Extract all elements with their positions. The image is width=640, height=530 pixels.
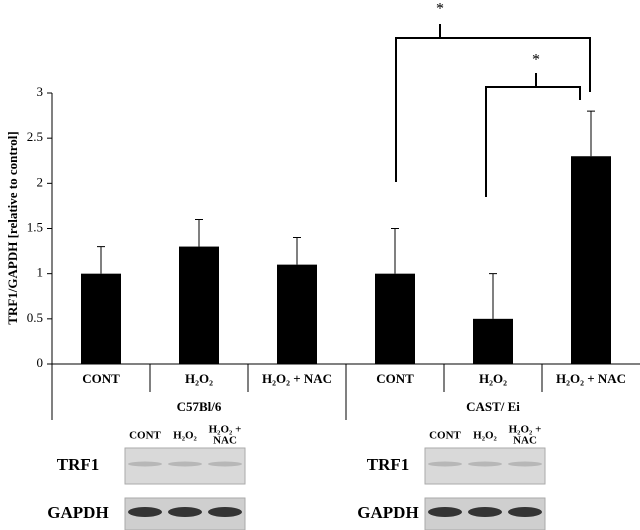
row-label: TRF1 xyxy=(367,455,410,474)
band xyxy=(468,507,502,517)
row-label: GAPDH xyxy=(47,503,108,522)
x-tick-label: H₂O₂ xyxy=(479,371,507,386)
error-bar xyxy=(195,218,203,247)
band xyxy=(128,461,162,467)
lane-label: CONT xyxy=(129,430,161,442)
band xyxy=(168,507,202,517)
x-tick-label: CONT xyxy=(82,371,120,386)
y-tick-label: 2.5 xyxy=(27,129,43,144)
band xyxy=(208,507,242,517)
bar xyxy=(571,156,611,364)
lane-label: H₂O₂ xyxy=(473,430,497,442)
bar xyxy=(473,318,513,364)
y-tick-label: 1 xyxy=(37,265,44,280)
error-bar xyxy=(293,237,301,265)
band xyxy=(508,507,542,517)
x-tick-label: H₂O₂ xyxy=(185,371,213,386)
band xyxy=(428,461,462,467)
bar xyxy=(375,273,415,364)
significance-star: * xyxy=(436,1,444,18)
row-label: TRF1 xyxy=(57,455,100,474)
bar xyxy=(179,246,219,364)
significance-star: * xyxy=(532,52,540,69)
band xyxy=(168,461,202,467)
error-bar xyxy=(391,228,399,274)
x-tick-label: H₂O₂ + NAC xyxy=(262,371,332,386)
significance-brackets xyxy=(395,24,591,197)
bar xyxy=(81,273,121,364)
y-tick-label: 0.5 xyxy=(27,310,43,325)
y-tick-label: 0 xyxy=(37,355,44,370)
x-tick-label: CONT xyxy=(376,371,414,386)
lane-label: H₂O₂ xyxy=(173,430,197,442)
lane-label: NAC xyxy=(513,435,537,447)
group-label: C57Bl/6 xyxy=(177,399,222,414)
y-tick-label: 1.5 xyxy=(27,219,43,234)
band xyxy=(468,461,502,467)
error-bar xyxy=(587,110,595,157)
y-tick-label: 3 xyxy=(37,84,44,99)
bar xyxy=(277,264,317,364)
lane-label: H₂O₂ + xyxy=(509,424,542,436)
band xyxy=(128,507,162,517)
error-bar xyxy=(489,273,497,319)
x-tick-label: H₂O₂ + NAC xyxy=(556,371,626,386)
lane-label: H₂O₂ + xyxy=(209,424,242,436)
y-axis-label: TRF1/GAPDH [relative to control] xyxy=(5,131,20,324)
bracket xyxy=(485,86,581,197)
error-bar xyxy=(97,246,105,274)
lane-label: NAC xyxy=(213,435,237,447)
bracket xyxy=(395,37,591,182)
lane-label: CONT xyxy=(429,430,461,442)
band xyxy=(428,507,462,517)
y-tick-label: 2 xyxy=(37,174,44,189)
group-label: CAST/ Ei xyxy=(466,399,520,414)
band xyxy=(508,461,542,467)
row-label: GAPDH xyxy=(357,503,418,522)
band xyxy=(208,461,242,467)
